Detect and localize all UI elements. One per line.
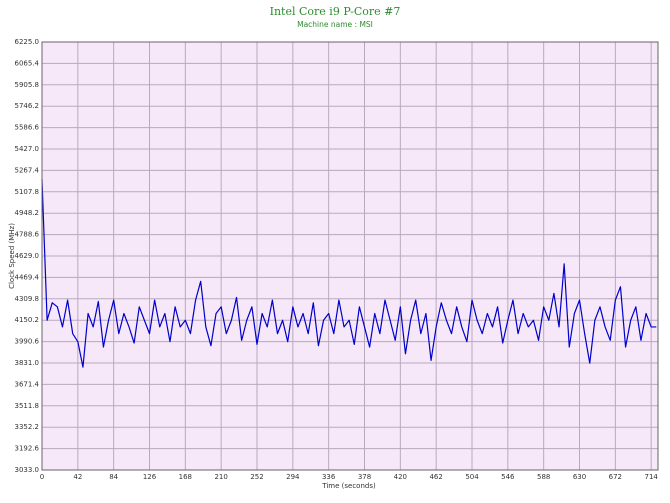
x-tick-label: 462: [429, 473, 442, 481]
y-tick-label: 5267.4: [15, 166, 40, 174]
y-tick-label: 3352.2: [15, 423, 40, 431]
y-tick-label: 3192.6: [15, 445, 40, 453]
y-tick-label: 4629.0: [15, 252, 40, 260]
y-tick-label: 5427.0: [15, 145, 40, 153]
y-tick-label: 3990.6: [15, 338, 40, 346]
y-tick-label: 3033.0: [15, 466, 40, 474]
x-tick-label: 588: [537, 473, 550, 481]
chart-title: Intel Core i9 P-Core #7: [270, 5, 401, 18]
x-tick-label: 126: [143, 473, 157, 481]
x-tick-label: 42: [73, 473, 82, 481]
y-tick-label: 6225.0: [15, 38, 40, 46]
x-tick-label: 336: [322, 473, 336, 481]
x-tick-label: 0: [40, 473, 44, 481]
x-tick-label: 378: [358, 473, 371, 481]
x-tick-label: 546: [501, 473, 515, 481]
x-tick-label: 294: [286, 473, 300, 481]
y-tick-label: 5746.2: [15, 102, 40, 110]
y-tick-label: 3831.0: [15, 359, 40, 367]
y-tick-label: 4948.2: [15, 209, 40, 217]
x-tick-label: 630: [573, 473, 586, 481]
y-tick-label: 5107.8: [15, 188, 40, 196]
y-axis-label: Clock Speed (MHz): [8, 223, 16, 289]
y-tick-label: 5586.6: [15, 124, 40, 132]
x-tick-label: 672: [609, 473, 622, 481]
x-tick-label: 84: [109, 473, 118, 481]
x-tick-label: 252: [250, 473, 263, 481]
data-line: [41, 179, 657, 368]
y-tick-label: 3671.4: [15, 380, 40, 388]
chart-subtitle: Machine name : MSI: [297, 20, 373, 29]
plot-border: [41, 41, 659, 471]
y-tick-label: 5905.8: [15, 81, 40, 89]
x-axis-label: Time (seconds): [321, 482, 376, 490]
y-tick-label: 4309.8: [15, 295, 40, 303]
x-tick-label: 420: [394, 473, 407, 481]
y-tick-label: 6065.4: [15, 59, 40, 67]
x-tick-label: 714: [644, 473, 658, 481]
y-tick-label: 4788.6: [15, 231, 40, 239]
y-tick-label: 3511.8: [15, 402, 40, 410]
x-tick-label: 210: [214, 473, 227, 481]
x-tick-label: 504: [465, 473, 479, 481]
x-tick-label: 168: [179, 473, 192, 481]
y-tick-label: 4150.2: [15, 316, 40, 324]
y-tick-label: 4469.4: [15, 273, 40, 281]
